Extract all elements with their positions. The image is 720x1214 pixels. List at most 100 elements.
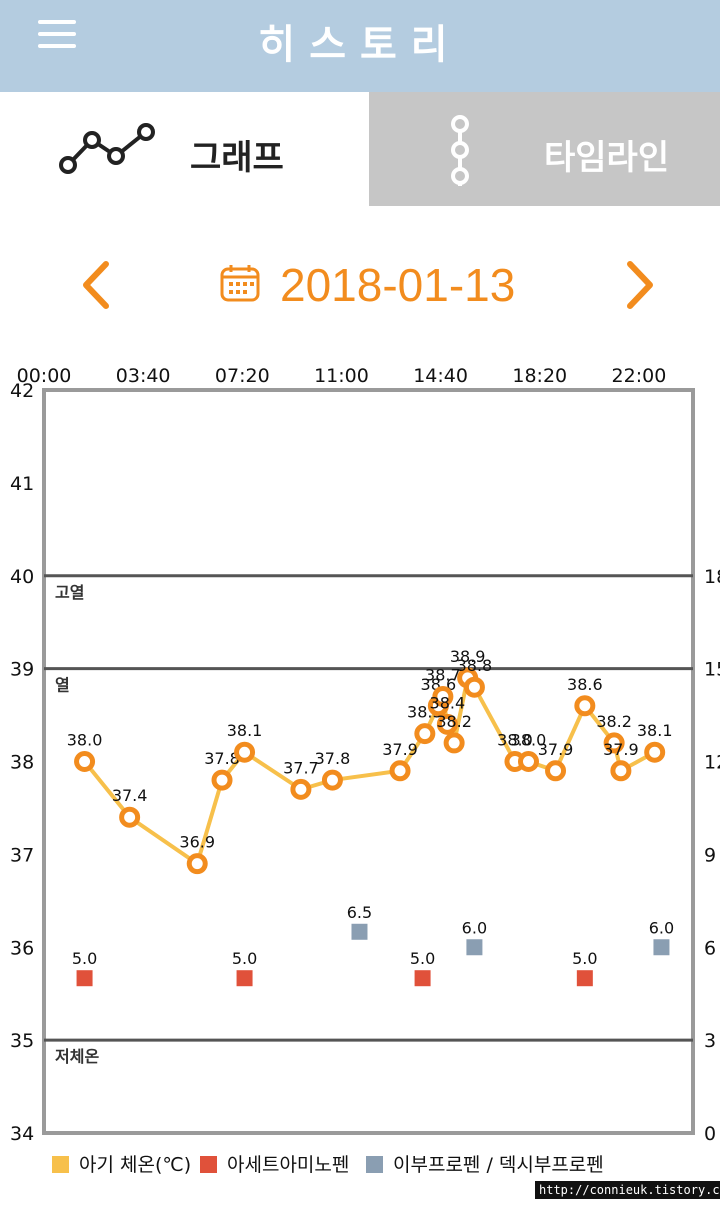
timeline-icon: [451, 115, 469, 186]
temperature-data-label: 37.4: [112, 786, 148, 805]
y-right-tick-label: 6: [704, 937, 716, 959]
temperature-point: [211, 769, 233, 791]
acetaminophen-data-label: 5.0: [232, 949, 257, 968]
x-tick-label: 07:20: [215, 365, 270, 387]
ibuprofen-point: [351, 923, 368, 940]
legend-item-acetaminophen: 아세트아미노펜: [200, 1150, 349, 1177]
y-right-tick-label: 3: [704, 1030, 716, 1052]
temperature-data-label: 38.1: [227, 721, 263, 740]
y-left-tick-label: 40: [10, 566, 34, 588]
temperature-data-label: 38.0: [497, 731, 533, 750]
temperature-point: [644, 741, 666, 763]
y-left-tick-label: 39: [10, 659, 34, 681]
legend-swatch: [366, 1156, 383, 1173]
line-graph-icon: [59, 123, 155, 174]
date-navigation: 2018-01-13: [0, 250, 720, 320]
legend-swatch: [52, 1156, 69, 1173]
threshold-label: 고열: [55, 583, 84, 602]
temperature-chart: 고열열저체온343536373839404142036912151800:000…: [10, 365, 720, 1145]
y-right-tick-label: 18: [704, 566, 720, 588]
y-left-tick-label: 42: [10, 380, 34, 402]
temperature-point: [290, 778, 312, 800]
y-right-tick-label: 12: [704, 752, 720, 774]
y-left-tick-label: 37: [10, 844, 34, 866]
y-left-tick-label: 36: [10, 937, 34, 959]
tab-graph[interactable]: 그래프: [0, 92, 369, 206]
temperature-data-label: 38.7: [425, 665, 461, 684]
y-right-tick-label: 0: [704, 1123, 716, 1145]
temperature-data-label: 38.0: [67, 731, 103, 750]
temperature-point: [234, 741, 256, 763]
temperature-data-label: 38.2: [596, 712, 632, 731]
page-title: 히스토리: [258, 22, 462, 68]
threshold-label: 열: [55, 676, 70, 695]
temperature-data-label: 38.9: [450, 647, 486, 666]
temperature-data-label: 37.9: [382, 740, 418, 759]
temperature-point: [432, 685, 454, 707]
temperature-point: [463, 676, 485, 698]
chevron-left-icon[interactable]: [78, 260, 114, 310]
selected-date[interactable]: 2018-01-13: [280, 259, 516, 311]
acetaminophen-point: [236, 970, 253, 987]
x-tick-label: 18:20: [512, 365, 567, 387]
ibuprofen-point: [653, 939, 670, 956]
tab-timeline-label: 타임라인: [544, 138, 670, 178]
temperature-point: [186, 853, 208, 875]
temperature-data-label: 38.1: [637, 721, 673, 740]
legend-item-temperature: 아기 체온(℃): [52, 1150, 191, 1177]
plot-frame: [42, 388, 695, 1135]
temperature-point: [545, 760, 567, 782]
ibuprofen-point: [466, 939, 483, 956]
temperature-data-label: 37.9: [538, 740, 574, 759]
temperature-point: [321, 769, 343, 791]
legend-swatch: [200, 1156, 217, 1173]
temperature-data-label: 38.2: [436, 712, 472, 731]
y-left-tick-label: 38: [10, 752, 34, 774]
ibuprofen-data-label: 6.0: [462, 918, 487, 937]
ibuprofen-data-label: 6.0: [649, 918, 674, 937]
acetaminophen-data-label: 5.0: [572, 949, 597, 968]
threshold-label: 저체온: [55, 1047, 99, 1066]
temperature-data-label: 38.4: [430, 693, 466, 712]
app-header: 히스토리: [0, 0, 720, 92]
legend-label: 이부프로펜 / 덱시부프로펜: [393, 1154, 604, 1176]
acetaminophen-data-label: 5.0: [410, 949, 435, 968]
acetaminophen-point: [76, 970, 93, 987]
y-left-tick-label: 41: [10, 473, 34, 495]
temperature-point: [443, 732, 465, 754]
calendar-icon[interactable]: [220, 264, 260, 302]
y-right-tick-label: 15: [704, 659, 720, 681]
temperature-point: [603, 732, 625, 754]
temperature-point: [414, 723, 436, 745]
legend-label: 아세트아미노펜: [227, 1154, 350, 1176]
temperature-point: [74, 751, 96, 772]
y-left-tick-label: 34: [10, 1123, 34, 1145]
x-tick-label: 03:40: [116, 365, 171, 387]
tab-graph-label: 그래프: [190, 138, 284, 178]
watermark: http://connieuk.tistory.com: [535, 1181, 720, 1199]
temperature-line: [83, 673, 656, 867]
temperature-point: [119, 806, 141, 828]
temperature-point: [517, 751, 539, 772]
x-tick-label: 22:00: [612, 365, 667, 387]
temperature-point: [389, 760, 411, 782]
temperature-data-label: 37.7: [283, 758, 319, 777]
legend-item-ibuprofen: 이부프로펜 / 덱시부프로펜: [366, 1150, 604, 1177]
temperature-data-label: 36.9: [179, 833, 215, 852]
chevron-right-icon[interactable]: [622, 260, 658, 310]
temperature-point: [574, 695, 596, 717]
y-left-tick-label: 35: [10, 1030, 34, 1052]
temperature-data-label: 38.6: [567, 675, 603, 694]
tab-timeline[interactable]: 타임라인: [369, 92, 720, 206]
x-tick-label: 14:40: [413, 365, 468, 387]
hamburger-menu-icon[interactable]: [38, 20, 78, 50]
temperature-data-label: 37.8: [315, 749, 351, 768]
acetaminophen-point: [414, 970, 431, 987]
legend-label: 아기 체온(℃): [79, 1154, 192, 1176]
temperature-data-label: 38.0: [511, 731, 547, 750]
temperature-data-label: 37.8: [204, 749, 240, 768]
temperature-point: [610, 760, 632, 782]
acetaminophen-point: [576, 970, 593, 987]
temperature-data-label: 37.9: [603, 740, 639, 759]
y-right-tick-label: 9: [704, 844, 716, 866]
